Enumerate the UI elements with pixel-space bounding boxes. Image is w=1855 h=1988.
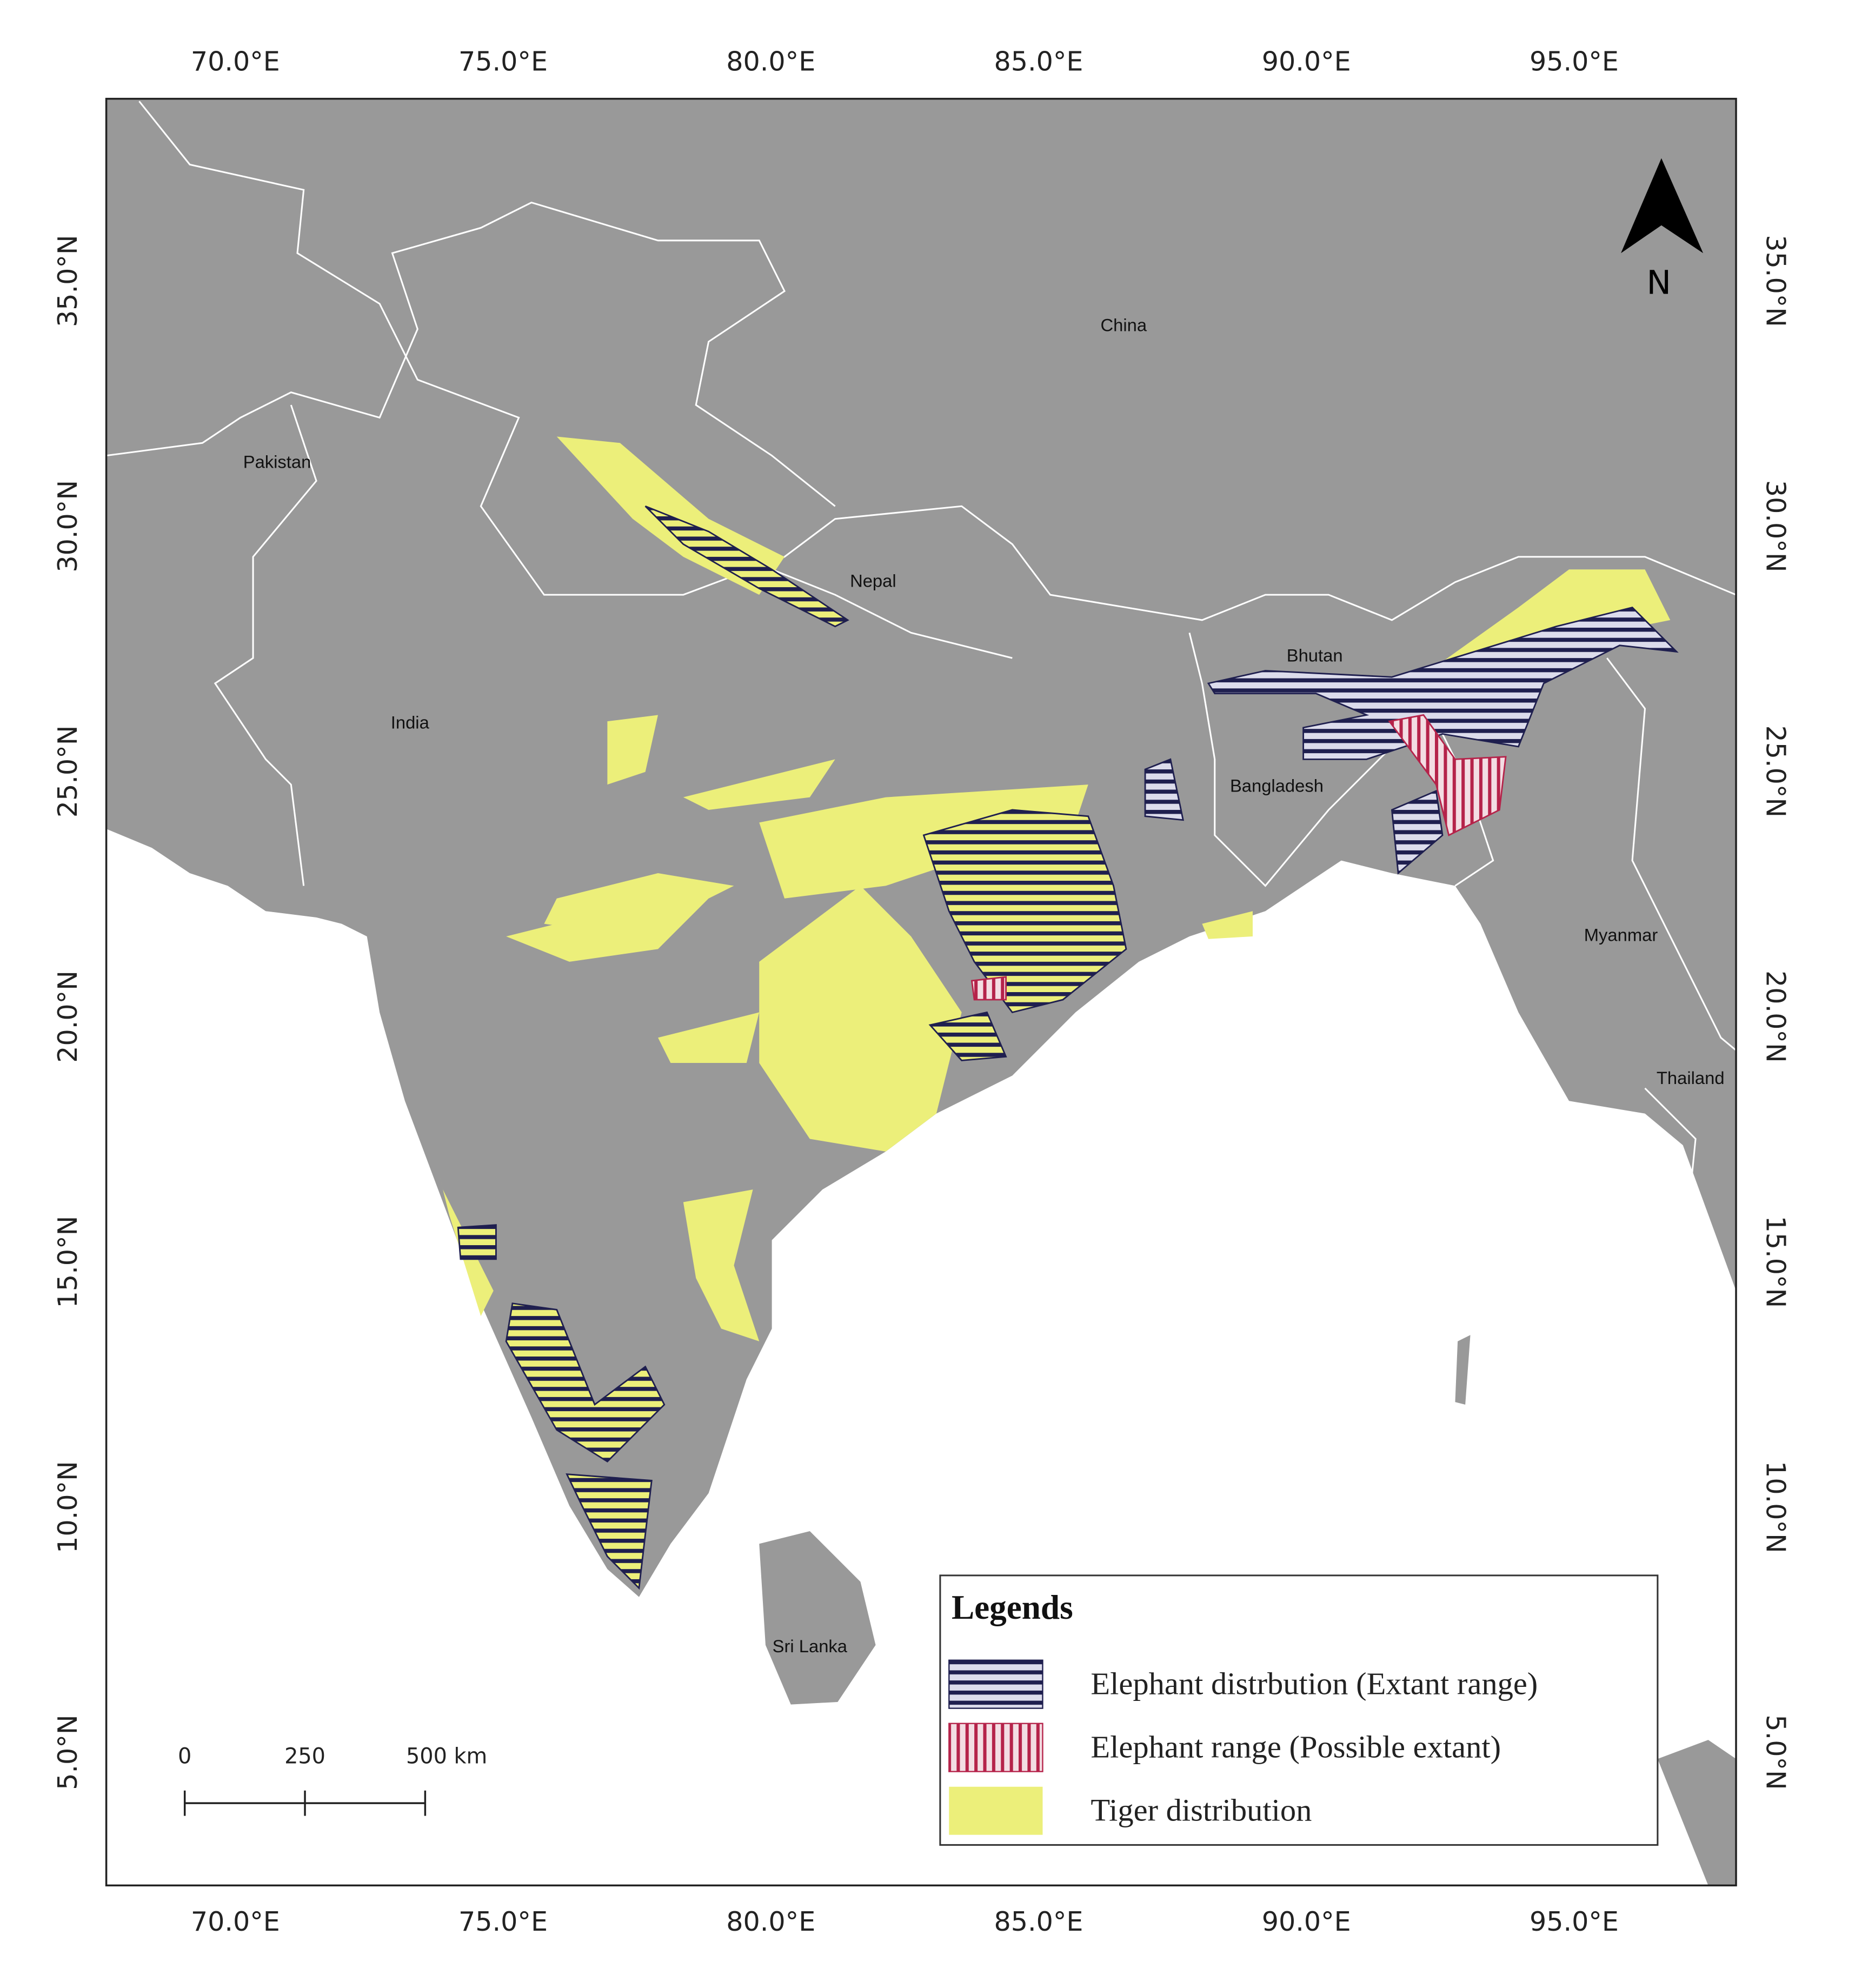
- elephant-extant-area: [644, 505, 849, 628]
- elephant-extant-area: [505, 1302, 666, 1463]
- scale-label: 500 km: [406, 1744, 487, 1768]
- legend-swatch: [948, 1723, 1043, 1772]
- lat-tick-label: 10.0°N: [1760, 1461, 1792, 1553]
- legend: Legends Elephant distrbution (Extant ran…: [939, 1574, 1659, 1846]
- legend-swatch: [949, 1786, 1043, 1835]
- lat-tick-label: 30.0°N: [52, 480, 83, 573]
- legend-label: Elephant range (Possible extant): [1091, 1729, 1501, 1764]
- lon-tick-label: 70.0°E: [191, 46, 280, 77]
- lat-tick-label: 25.0°N: [1760, 725, 1792, 817]
- lon-tick-label: 95.0°E: [1530, 46, 1619, 77]
- tiger-area: [683, 1189, 760, 1341]
- lon-tick-label: 80.0°E: [726, 1906, 815, 1937]
- lon-tick-label: 95.0°E: [1530, 1906, 1619, 1937]
- tick-labels: 70.0°E 70.0°E 75.0°E 75.0°E 80.0°E 80.0°E 85.0…: [52, 46, 1791, 1937]
- north-arrow: N: [1621, 158, 1704, 302]
- lon-tick-label: 90.0°E: [1262, 46, 1351, 77]
- sri-lanka: [759, 1531, 876, 1705]
- lon-tick-label: 80.0°E: [726, 46, 815, 77]
- legend-box: [939, 1574, 1659, 1846]
- scale-label: 250: [284, 1744, 325, 1768]
- lat-tick-label: 20.0°N: [1760, 970, 1792, 1063]
- elephant-extant-area: [1207, 606, 1679, 760]
- country-label: China: [1100, 315, 1147, 335]
- north-arrow-shape: [1621, 158, 1704, 254]
- lat-tick-label: 15.0°N: [1760, 1216, 1792, 1308]
- lon-tick-label: 70.0°E: [191, 1906, 280, 1937]
- map-frame: [105, 97, 1737, 1887]
- lat-tick-label: 30.0°N: [1760, 480, 1792, 573]
- country-label: India: [391, 712, 430, 732]
- tiger-area: [506, 898, 709, 962]
- tiger-area: [759, 886, 962, 1152]
- elephant-possible-area: [1388, 714, 1507, 836]
- border: [772, 568, 1013, 659]
- legend-label: Elephant distrbution (Extant range): [1091, 1666, 1538, 1701]
- lon-tick-label: 75.0°E: [458, 1906, 548, 1937]
- scale-label: 0: [178, 1744, 191, 1768]
- border: [1606, 657, 1737, 1051]
- lon-tick-label: 90.0°E: [1262, 1906, 1351, 1937]
- elephant-extant-area: [457, 1224, 497, 1260]
- lat-tick-label: 20.0°N: [52, 970, 83, 1063]
- tiger-area: [683, 759, 835, 810]
- lat-tick-label: 5.0°N: [52, 1714, 83, 1790]
- country-label: Sri Lanka: [773, 1636, 848, 1656]
- elephant-extant-area: [1391, 789, 1444, 875]
- north-label: N: [1646, 264, 1671, 302]
- elephant-possible-area: [970, 976, 1007, 1001]
- malaysia: [1657, 1740, 1737, 1886]
- country-labels: China Pakistan Nepal India Bhutan Bangladesh M…: [243, 315, 1725, 1656]
- tiger-area: [657, 1012, 760, 1063]
- country-label: Bhutan: [1287, 645, 1343, 665]
- lat-tick-label: 5.0°N: [1760, 1714, 1792, 1790]
- elephant-extant-area: [928, 1011, 1007, 1061]
- border: [214, 404, 317, 886]
- country-label: Bangladesh: [1230, 776, 1324, 796]
- tiger-area: [607, 715, 658, 785]
- lat-tick-label: 10.0°N: [52, 1461, 83, 1553]
- border: [106, 201, 836, 507]
- country-label: Thailand: [1657, 1068, 1725, 1088]
- tiger-area: [1430, 569, 1671, 671]
- tiger-area: [1202, 911, 1253, 939]
- scale-bar: 0 250 500 km: [178, 1744, 487, 1816]
- lat-tick-label: 25.0°N: [52, 725, 83, 817]
- lon-tick-label: 75.0°E: [458, 46, 548, 77]
- legend-swatch: [948, 1659, 1043, 1709]
- country-label: Myanmar: [1584, 925, 1658, 945]
- lon-tick-label: 85.0°E: [994, 46, 1083, 77]
- legend-label: Tiger distribution: [1091, 1792, 1312, 1827]
- tiger-area: [424, 1113, 494, 1317]
- lat-tick-label: 35.0°N: [52, 235, 83, 327]
- elephant-extant-areas: [457, 505, 1679, 1590]
- elephant-extant-area: [922, 809, 1127, 1014]
- elephant-extant-area: [566, 1473, 653, 1590]
- country-label: Nepal: [850, 570, 896, 590]
- elephant-possible-areas: [970, 714, 1507, 1001]
- lat-tick-label: 35.0°N: [1760, 235, 1792, 327]
- legend-title: Legends: [952, 1588, 1073, 1626]
- border: [138, 101, 1737, 621]
- border: [1644, 1087, 1697, 1266]
- lon-tick-label: 85.0°E: [994, 1906, 1083, 1937]
- country-label: Pakistan: [243, 451, 311, 471]
- andaman-islands: [1455, 1335, 1471, 1405]
- elephant-extant-area: [1144, 758, 1185, 821]
- lat-tick-label: 15.0°N: [52, 1216, 83, 1308]
